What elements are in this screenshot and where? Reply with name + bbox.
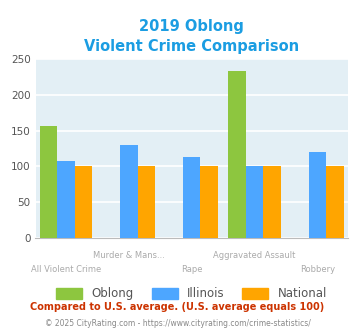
Bar (57, 161, 75, 238)
Text: Compared to U.S. average. (U.S. average equals 100): Compared to U.S. average. (U.S. average … (31, 302, 324, 312)
Text: Murder & Mans...: Murder & Mans... (93, 251, 165, 260)
Text: All Violent Crime: All Violent Crime (31, 265, 101, 274)
Bar (40, 126, 57, 238)
Bar (201, 166, 218, 238)
Bar (75, 166, 92, 238)
Bar (138, 166, 155, 238)
Bar (120, 145, 138, 238)
Legend: Oblong, Illinois, National: Oblong, Illinois, National (51, 283, 332, 305)
Bar (228, 71, 246, 238)
Text: Aggravated Assault: Aggravated Assault (213, 251, 296, 260)
Bar (263, 166, 281, 238)
Bar (308, 152, 326, 238)
Text: © 2025 CityRating.com - https://www.cityrating.com/crime-statistics/: © 2025 CityRating.com - https://www.city… (45, 319, 310, 328)
Bar (246, 166, 263, 238)
Text: Rape: Rape (181, 265, 202, 274)
Bar (326, 166, 344, 238)
Bar (183, 157, 201, 238)
Title: 2019 Oblong
Violent Crime Comparison: 2019 Oblong Violent Crime Comparison (84, 19, 299, 54)
Text: Robbery: Robbery (300, 265, 335, 274)
